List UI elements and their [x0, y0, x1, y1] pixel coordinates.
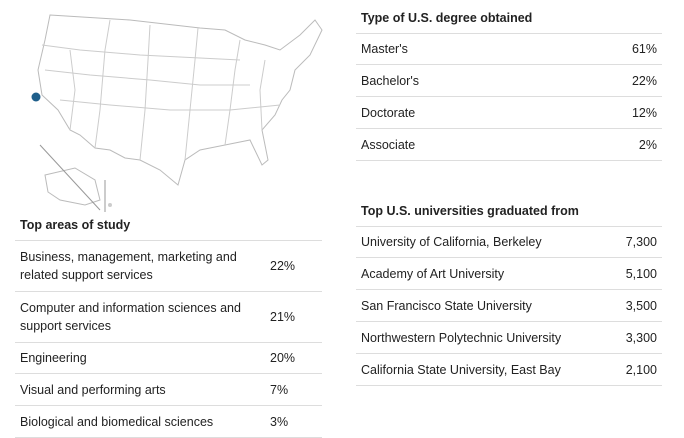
location-dot	[31, 92, 41, 102]
row-value: 2%	[638, 137, 657, 152]
alaska	[44, 167, 101, 206]
row-label: Biological and biomedical sciences	[20, 414, 214, 429]
table-title: Top U.S. universities graduated from	[361, 204, 579, 218]
table-row: Engineering 20%	[15, 343, 322, 374]
row-label: University of California, Berkeley	[361, 235, 542, 249]
us-map	[31, 14, 323, 212]
row-label: Academy of Art University	[361, 266, 505, 281]
row-label: Computer and information sciences and su…	[20, 301, 241, 333]
row-label: Engineering	[20, 351, 87, 365]
us-outline	[37, 14, 323, 186]
row-value: 7%	[270, 382, 289, 397]
row-value: 20%	[270, 351, 296, 365]
table-title: Type of U.S. degree obtained	[361, 11, 533, 25]
row-value: 22%	[270, 259, 296, 273]
table-row: Visual and performing arts 7%	[15, 374, 322, 406]
row-value: 12%	[631, 105, 657, 120]
table-row: Northwestern Polytechnic University 3,300	[356, 322, 662, 354]
table-row: University of California, Berkeley 7,300	[356, 226, 662, 258]
row-label: Northwestern Polytechnic University	[361, 330, 562, 345]
row-label: Master's	[361, 42, 408, 56]
row-value: 3%	[270, 414, 289, 429]
row-value: 5,100	[625, 266, 657, 281]
table-row: Master's 61%	[356, 33, 662, 65]
row-label: Visual and performing arts	[20, 382, 166, 397]
table-row: Bachelor's 22%	[356, 65, 662, 97]
table-row: California State University, East Bay 2,1…	[356, 354, 662, 386]
row-label: Associate	[361, 137, 416, 152]
state-borders	[41, 19, 281, 161]
row-label: San Francisco State University	[361, 298, 532, 313]
table-row: Business, management, marketing and rela…	[15, 240, 322, 292]
row-value: 3,500	[625, 298, 657, 313]
row-label: Business, management, marketing and rela…	[20, 250, 237, 282]
table-row: Associate 2%	[356, 129, 662, 161]
row-value: 2,100	[625, 362, 657, 377]
row-value: 22%	[631, 73, 657, 88]
row-value: 61%	[631, 42, 657, 56]
table-row: San Francisco State University 3,500	[356, 290, 662, 322]
table-row: Computer and information sciences and su…	[15, 292, 322, 343]
row-value: 21%	[270, 310, 296, 324]
row-label: Bachelor's	[361, 73, 419, 88]
hawaii	[108, 203, 112, 207]
table-row: Academy of Art University 5,100	[356, 258, 662, 290]
table-row: Doctorate 12%	[356, 97, 662, 129]
row-label: California State University, East Bay	[361, 362, 561, 377]
row-value: 7,300	[625, 235, 657, 249]
table-row: Biological and biomedical sciences 3%	[15, 406, 322, 438]
table-title: Top areas of study	[20, 218, 131, 232]
inset-divider	[39, 144, 101, 211]
row-label: Doctorate	[361, 105, 416, 120]
row-value: 3,300	[625, 330, 657, 345]
